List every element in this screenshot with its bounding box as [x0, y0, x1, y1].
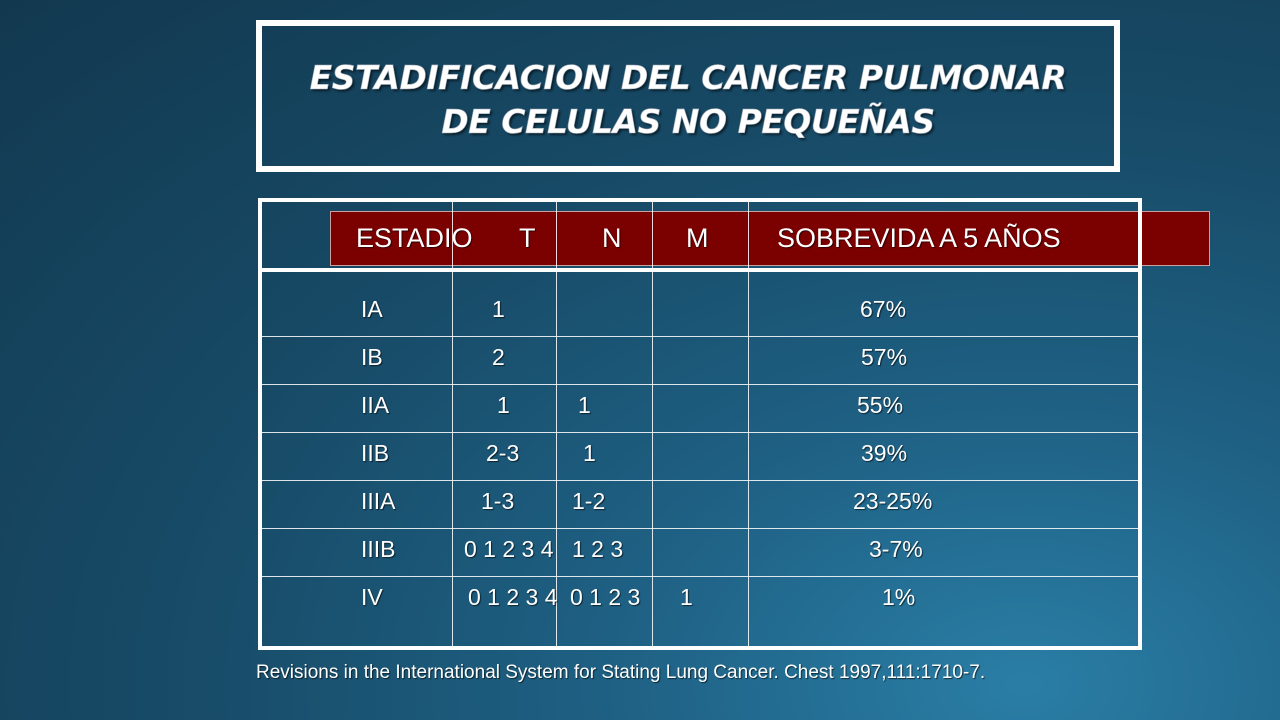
row-divider [262, 384, 1138, 385]
column-divider [556, 201, 557, 647]
cell-sobrevida: 67% [860, 296, 907, 322]
cell-sobrevida: 57% [861, 344, 908, 370]
cell-sobrevida: 39% [861, 440, 908, 466]
cell-m: 1 [680, 584, 693, 610]
citation-footnote: Revisions in the International System fo… [256, 662, 986, 683]
cell-t: 0 1 2 3 4 [468, 584, 558, 610]
table-border-right [1138, 198, 1142, 650]
slide-title-line-1: ESTADIFICACION DEL CANCER PULMONAR [309, 58, 1067, 98]
cell-t: 1 [497, 392, 510, 418]
slide-title-line-2: DE CELULAS NO PEQUEÑAS [441, 102, 935, 142]
cell-estadio: IIB [361, 440, 390, 466]
table-header-divider [258, 268, 1142, 272]
cell-t: 1 [492, 296, 505, 322]
title-box: ESTADIFICACION DEL CANCER PULMONAR DE CE… [256, 20, 1120, 172]
cell-n: 0 1 2 3 [570, 584, 641, 610]
column-divider [652, 201, 653, 647]
row-divider [262, 432, 1138, 433]
table-border-top [258, 198, 1142, 202]
row-divider [262, 480, 1138, 481]
cell-estadio: IA [361, 296, 383, 322]
table-border-bottom [258, 646, 1142, 650]
header-n: N [602, 223, 622, 253]
cell-t: 0 1 2 3 4 [464, 536, 554, 562]
row-divider [262, 528, 1138, 529]
header-m: M [686, 223, 709, 253]
cell-estadio: IB [361, 344, 383, 370]
cell-t: 2 [492, 344, 505, 370]
cell-estadio: IIIB [361, 536, 396, 562]
cell-t: 1-3 [481, 488, 515, 514]
table-header-band [330, 211, 1210, 266]
cell-sobrevida: 3-7% [869, 536, 923, 562]
row-divider [262, 576, 1138, 577]
cell-estadio: IV [361, 584, 383, 610]
cell-sobrevida: 1% [882, 584, 916, 610]
cell-n: 1 [578, 392, 591, 418]
header-estadio: ESTADIO [356, 223, 473, 253]
cell-n: 1 2 3 [572, 536, 624, 562]
column-divider [452, 201, 453, 647]
cell-n: 1 [583, 440, 596, 466]
header-sobrevida: SOBREVIDA A 5 AÑOS [777, 223, 1061, 253]
cell-estadio: IIA [361, 392, 390, 418]
header-t: T [519, 223, 536, 253]
cell-t: 2-3 [486, 440, 520, 466]
cell-n: 1-2 [572, 488, 606, 514]
cell-sobrevida: 55% [857, 392, 904, 418]
table-border-left [258, 198, 262, 650]
row-divider [262, 336, 1138, 337]
cell-estadio: IIIA [361, 488, 396, 514]
column-divider [748, 201, 749, 647]
cell-sobrevida: 23-25% [853, 488, 933, 514]
